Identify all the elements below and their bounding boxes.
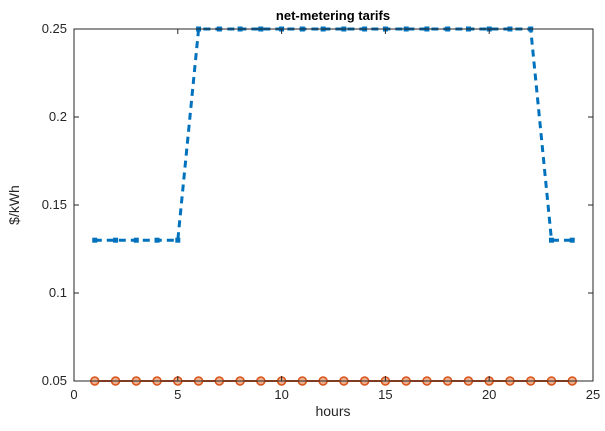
ticks-layer: 0 5 10 15 20 25 0.05 0.1 0.15 0.2 0.25	[42, 21, 601, 402]
x-tick-label: 10	[274, 387, 288, 402]
series-1-point	[569, 237, 575, 243]
plot-area	[74, 29, 593, 381]
series-1-point	[113, 237, 119, 243]
x-tick-label: 0	[70, 387, 77, 402]
x-tick-label: 15	[378, 387, 392, 402]
x-tick-label: 5	[174, 387, 181, 402]
y-axis-label: $/kWh	[6, 185, 22, 225]
series-1-point	[92, 237, 98, 243]
series-1-point	[133, 237, 139, 243]
y-tick-label: 0.1	[49, 285, 67, 300]
y-tick-label: 0.2	[49, 109, 67, 124]
chart-title: net-metering tarifs	[276, 8, 390, 23]
x-tick-label: 25	[586, 387, 600, 402]
y-tick-label: 0.05	[42, 373, 67, 388]
y-tick-label: 0.15	[42, 197, 67, 212]
series-1-point	[154, 237, 160, 243]
x-tick-label: 20	[482, 387, 496, 402]
y-tick-label: 0.25	[42, 21, 67, 36]
series-1-point	[548, 237, 554, 243]
x-axis-label: hours	[315, 403, 350, 419]
series-1-point	[175, 237, 181, 243]
